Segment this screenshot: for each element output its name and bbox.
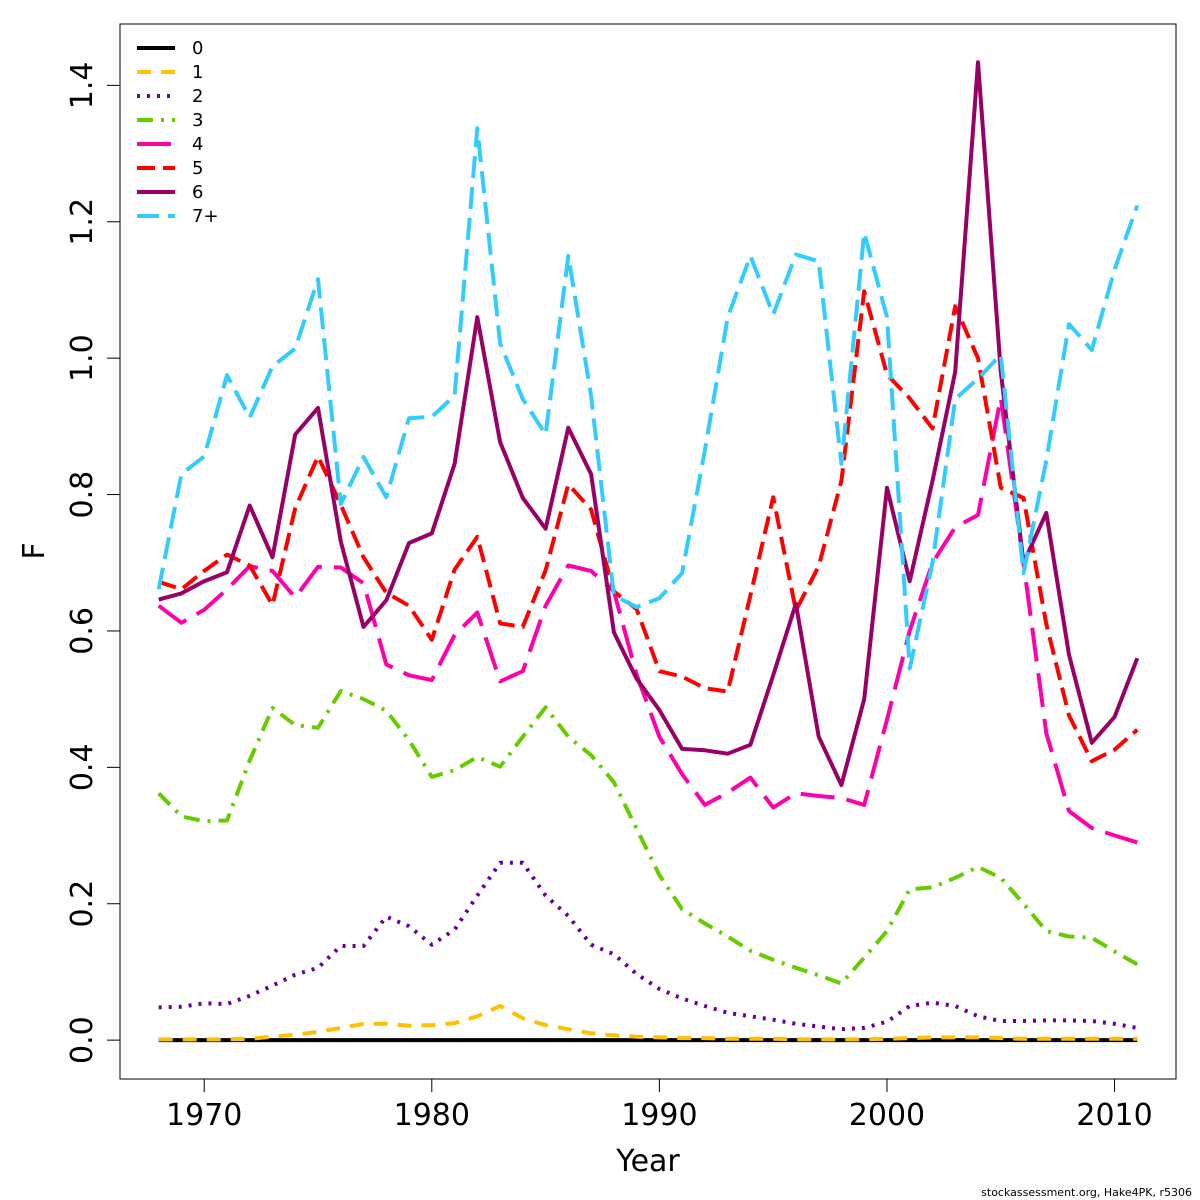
series-layer	[156, 60, 1140, 1043]
legend-label-7plus: 7+	[192, 206, 219, 227]
legend-label-3: 3	[192, 110, 203, 131]
x-tick-label: 1980	[394, 1098, 470, 1133]
series-line-5	[158, 289, 1139, 764]
legend-label-1: 1	[192, 62, 203, 83]
legend-label-0: 0	[192, 38, 203, 59]
x-axis: 1970 1980 1990 2000 2010	[166, 1078, 1153, 1133]
legend: 0 1 2 3 4 5 6 7+	[137, 38, 219, 227]
y-tick-label: 0.6	[65, 607, 100, 655]
x-tick-label: 1970	[166, 1098, 242, 1133]
x-axis-title: Year	[615, 1144, 680, 1179]
y-axis: 0.0 0.2 0.4 0.6 0.8 1.0 1.2 1.4	[65, 62, 121, 1064]
y-axis-title: F	[17, 542, 52, 559]
footnote: stockassessment.org, Hake4PK, r5306	[981, 1186, 1192, 1199]
legend-label-5: 5	[192, 158, 203, 179]
legend-label-2: 2	[192, 86, 203, 107]
series-line-3	[157, 689, 1139, 986]
y-tick-label: 0.4	[65, 743, 100, 791]
x-tick-label: 2000	[849, 1098, 925, 1133]
y-tick-label: 0.8	[65, 471, 100, 519]
y-tick-label: 1.0	[65, 334, 100, 382]
series-line-7plus	[156, 126, 1140, 671]
y-tick-label: 1.2	[65, 198, 100, 246]
series-line-1	[158, 1004, 1138, 1042]
series-line-6	[158, 60, 1140, 788]
legend-label-6: 6	[192, 182, 203, 203]
series-line-4	[157, 395, 1138, 845]
legend-label-4: 4	[192, 134, 203, 155]
x-tick-label: 1990	[621, 1098, 697, 1133]
y-tick-label: 0.0	[65, 1016, 100, 1064]
y-tick-label: 1.4	[65, 62, 100, 110]
x-tick-label: 2010	[1076, 1098, 1152, 1133]
y-tick-label: 0.2	[65, 880, 100, 928]
series-line-2	[158, 860, 1138, 1032]
